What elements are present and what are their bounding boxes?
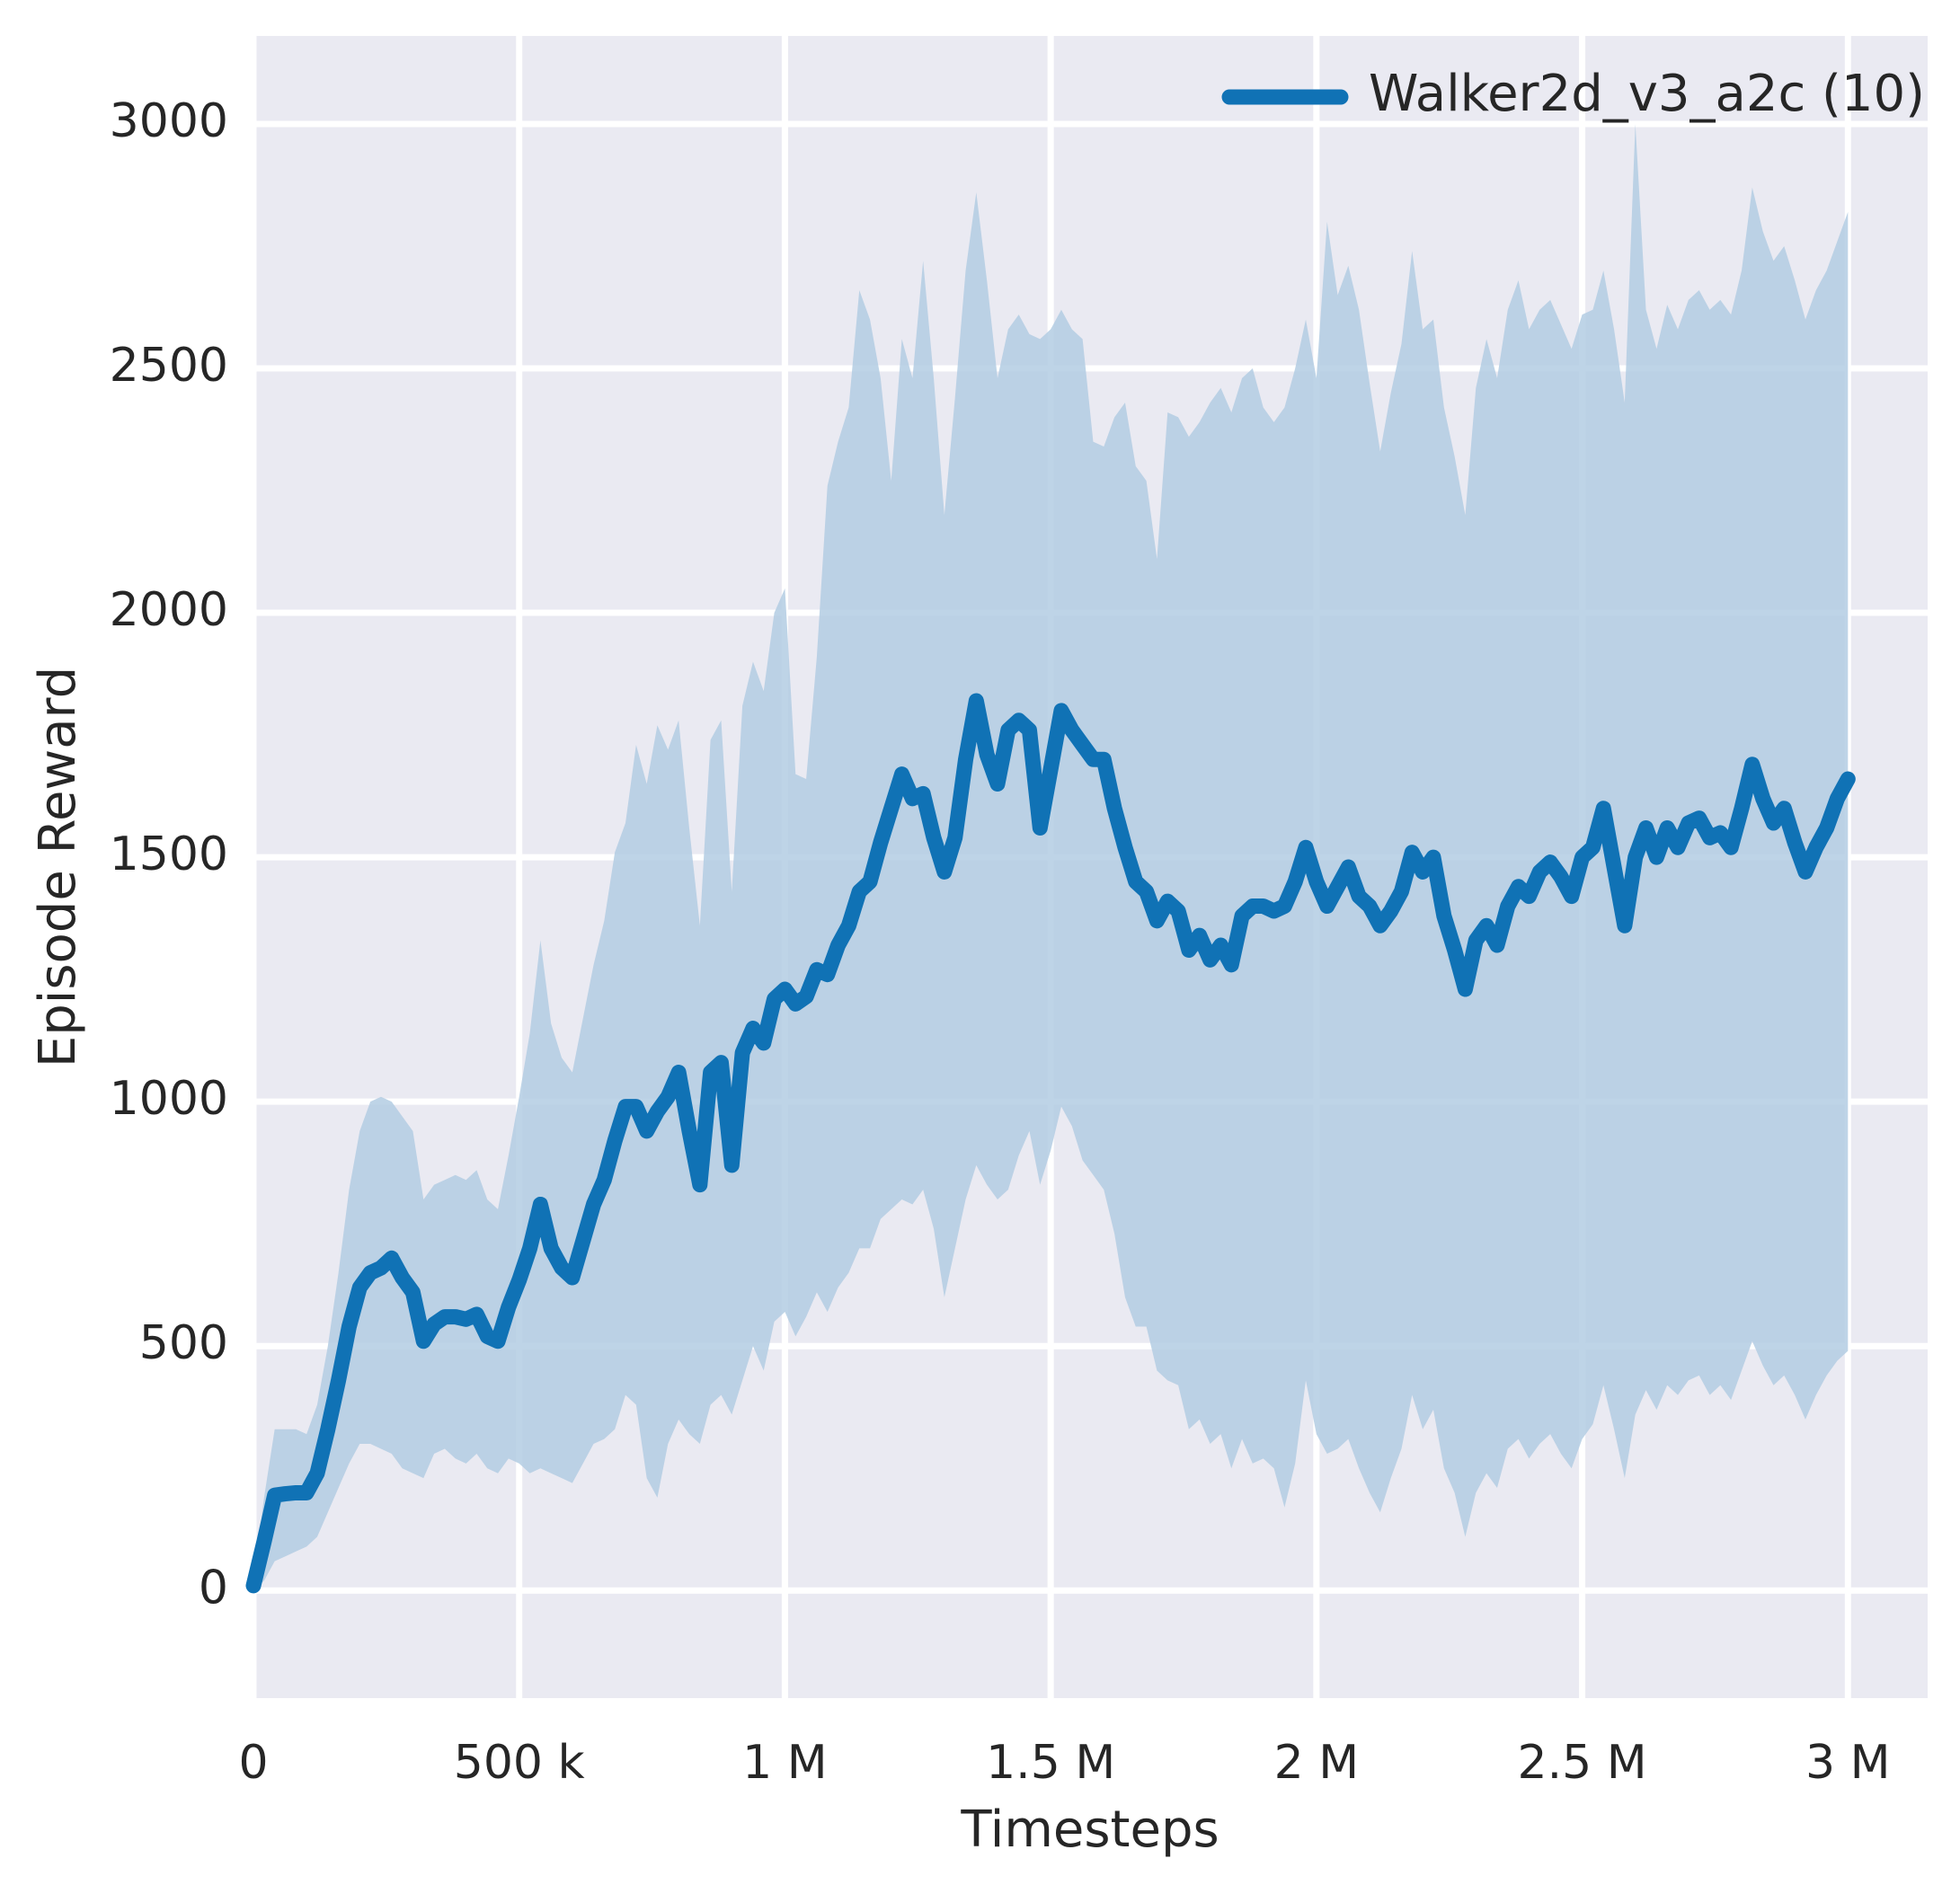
y-tick-label: 2000 (110, 583, 228, 637)
x-tick-label: 3 M (1805, 1736, 1890, 1790)
y-tick-label: 500 (139, 1316, 228, 1370)
x-axis-tick-labels: 0 500 k 1 M 1.5 M 2 M 2.5 M 3 M (238, 1736, 1890, 1790)
y-tick-label: 1500 (110, 827, 228, 881)
y-tick-label: 3000 (110, 94, 228, 148)
mean-line (245, 693, 1856, 1594)
x-tick-label: 1 M (742, 1736, 827, 1790)
x-tick-label: 500 k (454, 1736, 585, 1790)
x-tick-label: 2.5 M (1518, 1736, 1647, 1790)
y-axis-title: Episode Reward (29, 667, 87, 1067)
confidence-band (253, 123, 1849, 1591)
y-tick-label: 1000 (110, 1072, 228, 1126)
x-axis-title: Timesteps (960, 1801, 1219, 1859)
x-tick-label: 0 (238, 1736, 268, 1790)
x-tick-label: 1.5 M (986, 1736, 1115, 1790)
y-tick-label: 2500 (110, 339, 228, 393)
y-axis-tick-labels: 0 500 1000 1500 2000 2500 3000 (110, 94, 228, 1615)
x-tick-label: 2 M (1274, 1736, 1359, 1790)
legend-entry-label: Walker2d_v3_a2c (10) (1369, 65, 1925, 123)
y-tick-label: 0 (199, 1561, 228, 1615)
chart-legend[interactable]: Walker2d_v3_a2c (10) (1221, 65, 1925, 123)
